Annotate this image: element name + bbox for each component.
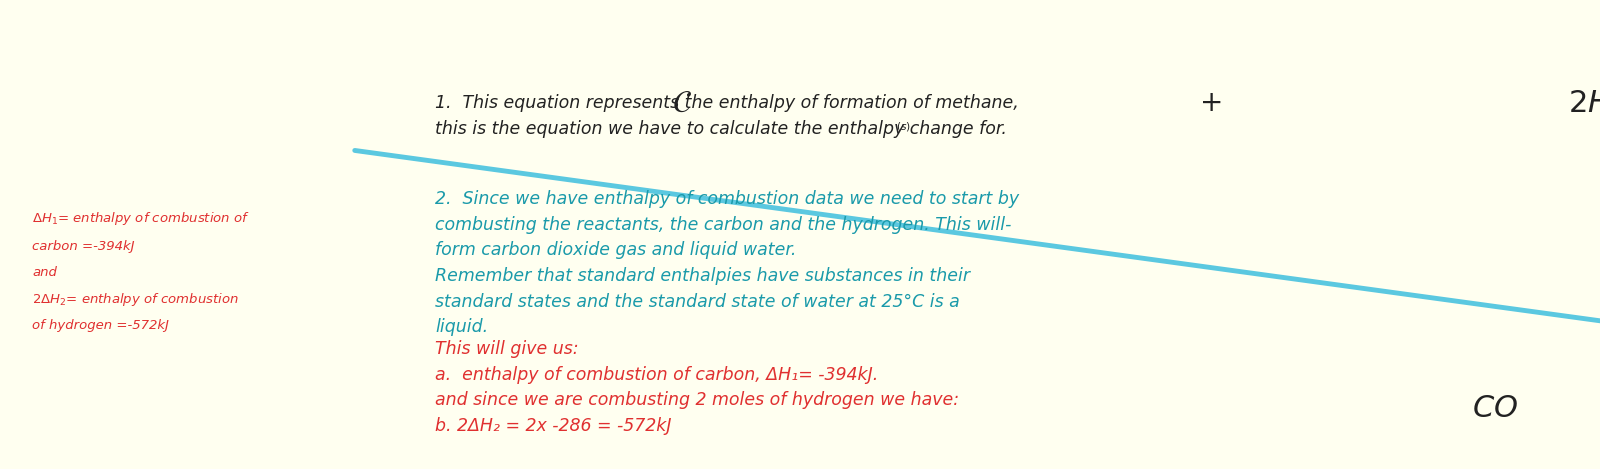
Text: 1.  This equation represents the enthalpy of formation of methane,
this is the e: 1. This equation represents the enthalpy… xyxy=(435,94,1019,137)
Text: $CO$: $CO$ xyxy=(1472,393,1518,423)
Text: $2H$: $2H$ xyxy=(1568,89,1600,118)
Text: $2\Delta H_2$= enthalpy of combustion: $2\Delta H_2$= enthalpy of combustion xyxy=(32,291,238,308)
Text: +: + xyxy=(1200,89,1224,117)
Text: $\mathcal{C}$: $\mathcal{C}$ xyxy=(672,89,691,118)
Text: and: and xyxy=(32,265,58,279)
Text: $_{(s)}$: $_{(s)}$ xyxy=(896,119,910,134)
Text: $\Delta H_1$= enthalpy of combustion of: $\Delta H_1$= enthalpy of combustion of xyxy=(32,210,250,227)
Text: 2.  Since we have enthalpy of combustion data we need to start by
combusting the: 2. Since we have enthalpy of combustion … xyxy=(435,190,1019,336)
Text: carbon =-394kJ: carbon =-394kJ xyxy=(32,240,134,253)
Text: This will give us:
a.  enthalpy of combustion of carbon, ΔH₁= -394kJ.
and since : This will give us: a. enthalpy of combus… xyxy=(435,340,960,435)
Text: of hydrogen =-572kJ: of hydrogen =-572kJ xyxy=(32,319,170,333)
